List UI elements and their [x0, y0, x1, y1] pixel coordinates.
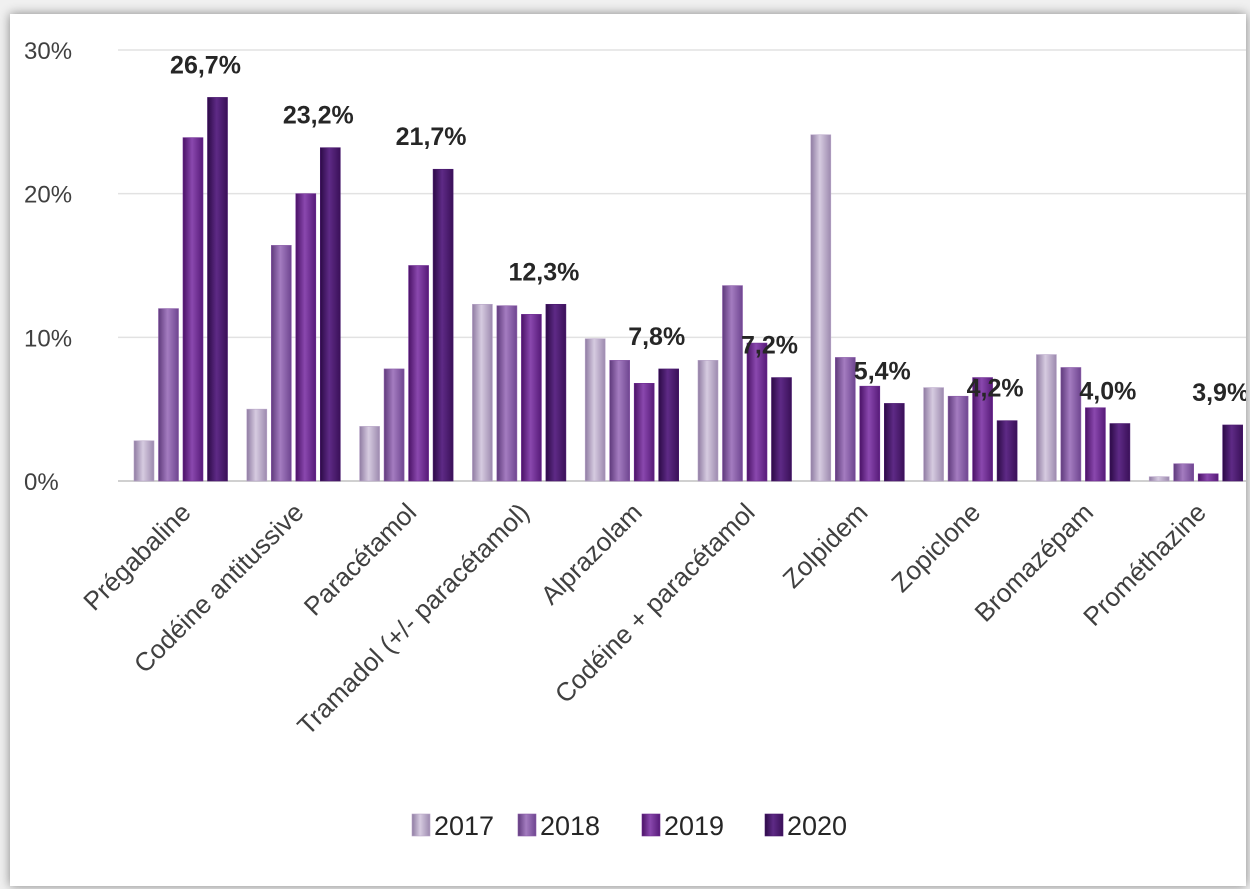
y-tick-label: 30%: [24, 38, 72, 65]
bar: [609, 360, 631, 482]
y-tick-label: 20%: [24, 182, 72, 209]
data-label: 12,3%: [508, 258, 579, 286]
bar: [359, 426, 380, 482]
bar: [972, 377, 993, 482]
bar: [771, 377, 792, 482]
y-axis: 0% 10% 20% 30%: [24, 38, 72, 496]
legend: 2017 2018 2019 2020: [411, 811, 847, 841]
bar: [584, 338, 606, 482]
data-label: 21,7%: [396, 123, 467, 151]
data-labels: 26,7% 23,2% 21,7% 12,3% 7,8% 7,2% 5,4% 4,2% 4,0%…: [170, 51, 1246, 407]
bar: [295, 193, 317, 482]
bar: [319, 147, 341, 482]
bar: [1222, 424, 1243, 482]
bar: [432, 168, 454, 482]
bar: [633, 383, 655, 482]
bar: [810, 134, 832, 482]
data-label: 3,9%: [1192, 379, 1246, 407]
bar: [722, 285, 743, 482]
data-label: 7,8%: [628, 323, 685, 351]
y-tick-label: 10%: [24, 325, 72, 352]
legend-label: 2018: [540, 811, 600, 841]
legend-swatch: [411, 813, 431, 837]
bar: [834, 357, 856, 482]
data-label: 5,4%: [854, 357, 911, 385]
bar: [158, 308, 179, 482]
data-label: 26,7%: [170, 51, 241, 79]
legend-swatch: [764, 813, 784, 837]
data-label: 23,2%: [283, 102, 354, 130]
category-label: Codéine + paracétamol: [549, 497, 761, 709]
bar: [859, 385, 881, 482]
legend-swatch: [517, 813, 537, 837]
bar-chart: 0% 10% 20% 30% 26,7% 23,2% 21,7% 12,3% 7,8% 7,2%…: [24, 38, 1246, 841]
bar: [923, 387, 944, 482]
category-label: Zopiclone: [885, 497, 986, 598]
y-tick-label: 0%: [24, 469, 59, 496]
category-label: Paracétamol: [298, 497, 422, 621]
bar: [697, 360, 719, 482]
bar: [1036, 354, 1057, 482]
bar: [383, 368, 405, 482]
bar: [1148, 476, 1170, 482]
bar: [207, 97, 228, 482]
bar: [883, 403, 905, 482]
legend-swatch: [641, 813, 661, 837]
bars: [133, 97, 1243, 482]
legend-label: 2017: [434, 811, 494, 841]
data-label: 4,2%: [967, 375, 1024, 403]
bar: [521, 314, 542, 482]
category-label: Tramadol (+/- paracétamol): [291, 497, 535, 741]
bar: [182, 137, 204, 482]
bar: [996, 420, 1018, 482]
legend-label: 2020: [787, 811, 847, 841]
bar: [408, 265, 429, 482]
data-label: 4,0%: [1079, 378, 1136, 406]
category-label: Alprazolam: [535, 497, 648, 610]
bar: [496, 305, 518, 482]
bar: [246, 408, 268, 482]
category-label: Prégabaline: [77, 497, 196, 616]
bar: [1173, 463, 1194, 482]
bar: [658, 368, 680, 482]
data-label: 7,2%: [741, 332, 798, 360]
bar: [1109, 423, 1131, 482]
bar: [270, 245, 292, 482]
bar: [133, 440, 155, 482]
bar: [1060, 367, 1082, 482]
bar: [1085, 407, 1106, 482]
bar: [472, 303, 493, 482]
chart-frame: 0% 10% 20% 30% 26,7% 23,2% 21,7% 12,3% 7,8% 7,2%…: [10, 14, 1246, 886]
category-label: Zolpidem: [777, 497, 874, 594]
bar: [947, 395, 969, 482]
bar: [545, 303, 567, 482]
bar: [1197, 473, 1219, 482]
legend-label: 2019: [664, 811, 724, 841]
bar: [746, 342, 768, 482]
